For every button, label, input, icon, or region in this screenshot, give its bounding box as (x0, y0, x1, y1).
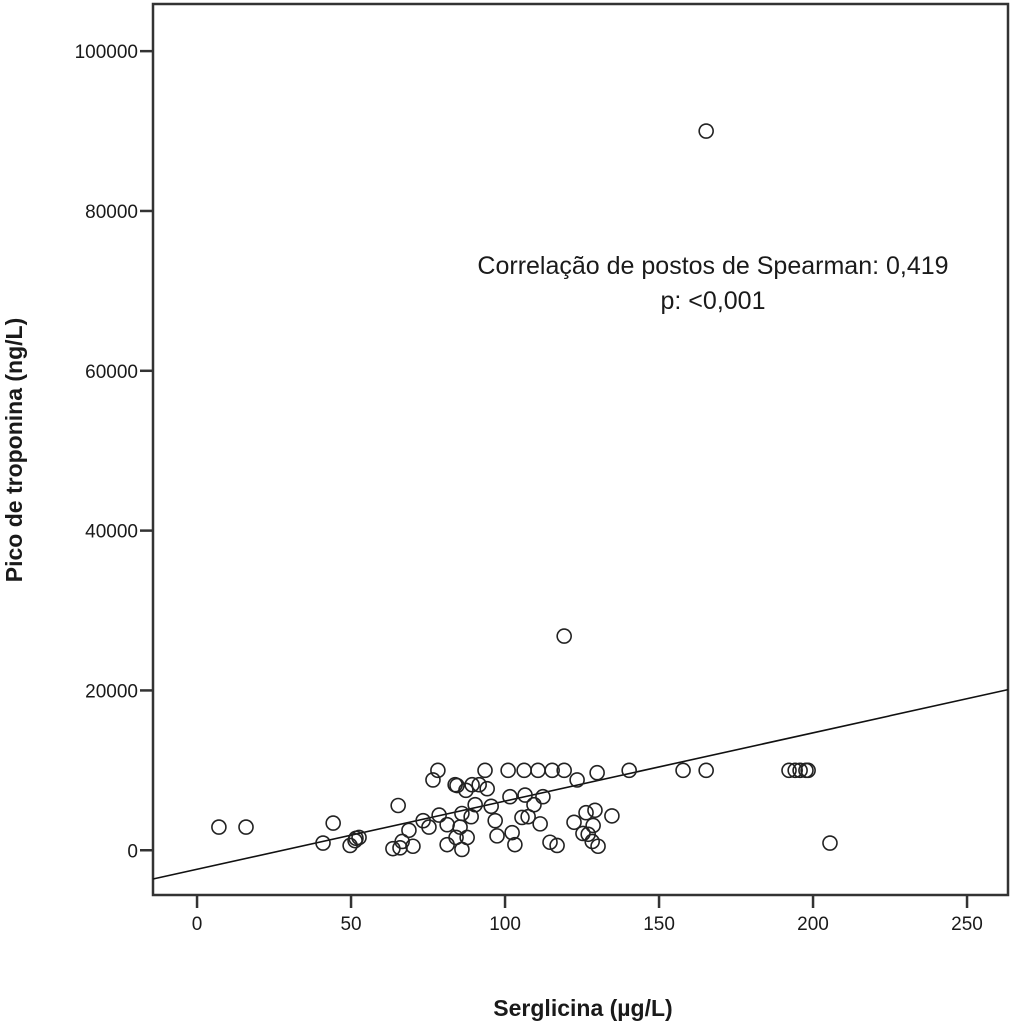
data-points (211, 123, 838, 858)
y-tick-label: 100000 (75, 42, 138, 63)
data-point (392, 840, 408, 856)
data-point (585, 817, 601, 834)
y-tick-label: 80000 (85, 202, 138, 223)
x-tick-label: 0 (192, 914, 203, 935)
data-point (532, 816, 548, 832)
data-point (315, 835, 331, 851)
data-point (347, 832, 363, 849)
data-point (467, 796, 483, 813)
data-point (500, 762, 516, 779)
data-point (578, 804, 594, 821)
data-point (698, 123, 714, 139)
x-tick-label: 50 (340, 914, 361, 935)
data-point (621, 762, 637, 779)
data-point (535, 788, 551, 805)
y-tick-label: 20000 (85, 681, 138, 702)
y-tick-label: 60000 (85, 362, 138, 383)
data-point (544, 762, 560, 779)
data-point (464, 776, 480, 793)
annotation-p-value: p: <0,001 (661, 287, 766, 315)
data-point (351, 829, 367, 846)
data-point (822, 835, 838, 851)
data-point (401, 822, 417, 839)
data-point (549, 837, 565, 854)
data-point (575, 825, 591, 842)
data-point (425, 772, 441, 788)
data-point (556, 628, 572, 644)
data-point (421, 819, 437, 835)
data-point (471, 776, 487, 793)
data-point (800, 762, 816, 779)
data-point (477, 762, 493, 779)
data-point (589, 764, 605, 781)
data-point (487, 812, 503, 829)
data-point (526, 796, 542, 813)
x-tick-label: 250 (951, 914, 983, 935)
data-point (479, 780, 495, 797)
x-tick-label: 150 (643, 914, 675, 935)
data-point (569, 772, 585, 788)
data-point (787, 762, 803, 779)
data-point (781, 762, 797, 779)
y-axis: 0 20000 40000 60000 80000 100000 (75, 42, 153, 862)
data-point (792, 762, 808, 779)
data-point (431, 807, 447, 823)
x-axis-title: Serglicina (µg/L) (493, 995, 672, 1021)
data-point (454, 805, 470, 822)
data-point (325, 815, 341, 831)
y-axis-title: Pico de troponina (ng/L) (1, 318, 27, 582)
data-point (604, 808, 620, 824)
data-point (430, 762, 446, 779)
data-point (556, 762, 572, 779)
data-point (394, 833, 410, 850)
data-point (566, 814, 582, 831)
data-point (211, 819, 227, 835)
data-point (238, 819, 254, 835)
data-point (698, 762, 714, 779)
data-point (542, 834, 558, 851)
data-point (517, 787, 533, 803)
data-point (390, 797, 406, 814)
regression-line (152, 688, 1009, 880)
data-point (514, 809, 530, 826)
data-point (449, 777, 465, 794)
y-tick-label: 40000 (85, 522, 138, 543)
data-point (459, 829, 475, 846)
data-point (489, 828, 505, 844)
data-point (507, 836, 523, 853)
plot-frame (151, 2, 1010, 897)
data-point (483, 798, 499, 815)
annotation-correlation: Correlação de postos de Spearman: 0,419 (477, 252, 948, 280)
y-tick-label: 0 (127, 841, 138, 862)
x-tick-label: 200 (797, 914, 829, 935)
x-axis: 0 50 100 150 200 250 (192, 895, 983, 935)
data-point (504, 824, 520, 841)
data-point (502, 788, 518, 805)
data-point (590, 838, 606, 855)
data-point (405, 838, 421, 855)
x-tick-label: 100 (489, 914, 521, 935)
data-point (587, 802, 603, 819)
data-point (675, 762, 691, 779)
